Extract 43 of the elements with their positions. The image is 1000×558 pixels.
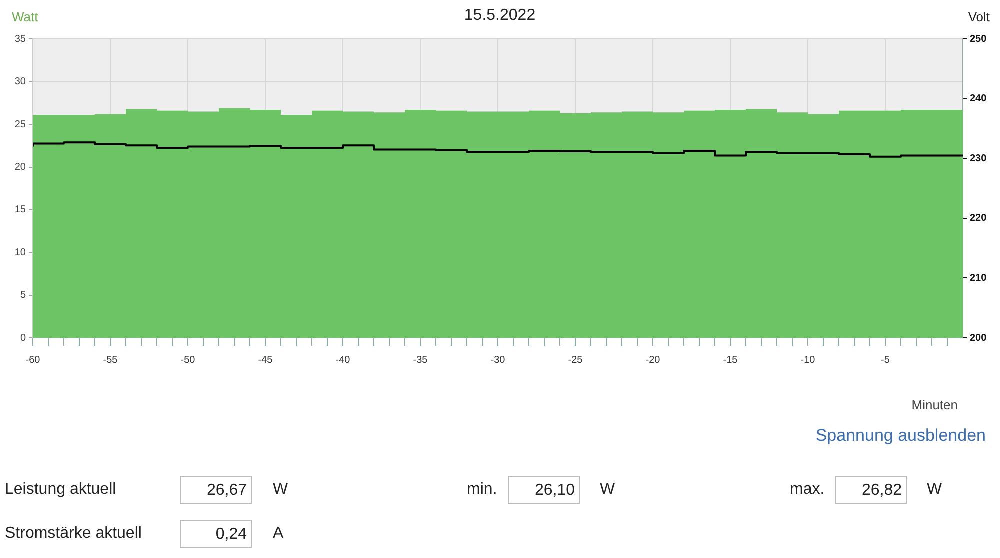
text: W [927,480,942,500]
text: min. [467,480,498,500]
y2-axis-title: Volt [968,10,990,25]
chart-title: 15.5.2022 [464,7,536,24]
x-tick-label: -45 [258,354,274,366]
text: W [273,480,288,500]
text: 26,67 [180,476,252,504]
x-tick-label: -25 [568,354,584,366]
text: 26,82 [835,476,907,504]
y2-tick-label: 200 [970,332,988,344]
x-tick-label: -55 [103,354,118,366]
text: Leistung aktuell [5,480,116,500]
y2-tick-label: 240 [970,94,988,105]
text: Spannung ausblenden [816,425,986,447]
x-tick-label: -50 [180,354,196,366]
text: Stromstärke aktuell [5,524,142,544]
text: W [600,480,616,500]
x-tick-label: -20 [646,354,661,366]
y2-tick-label: 210 [970,272,988,284]
y-tick-label: 15 [14,204,26,216]
text: A [273,524,284,544]
x-tick-label: -15 [723,354,738,366]
x-axis-title: Minuten [912,398,958,413]
x-tick-label: -10 [800,354,816,366]
y-tick-label: 25 [14,119,26,130]
x-tick-label: -5 [881,354,890,366]
x-tick-label: -40 [336,354,351,366]
x-tick-label: -35 [413,354,428,366]
y-tick-label: 20 [14,162,26,174]
x-tick-label: -30 [490,354,506,366]
x-tick-label: -60 [26,354,41,366]
y2-tick-label: 220 [970,213,988,224]
text: 26,10 [508,476,580,504]
text: 0,24 [180,520,252,548]
y2-tick-label: 230 [970,153,988,164]
y-tick-label: 0 [20,332,26,344]
y-axis-title: Watt [12,10,39,25]
text: max. [790,480,825,500]
y2-tick-label: 250 [970,34,988,45]
y-tick-label: 35 [14,34,26,45]
y-tick-label: 30 [14,76,26,88]
y-tick-label: 5 [20,290,26,302]
y-tick-label: 10 [14,247,26,258]
